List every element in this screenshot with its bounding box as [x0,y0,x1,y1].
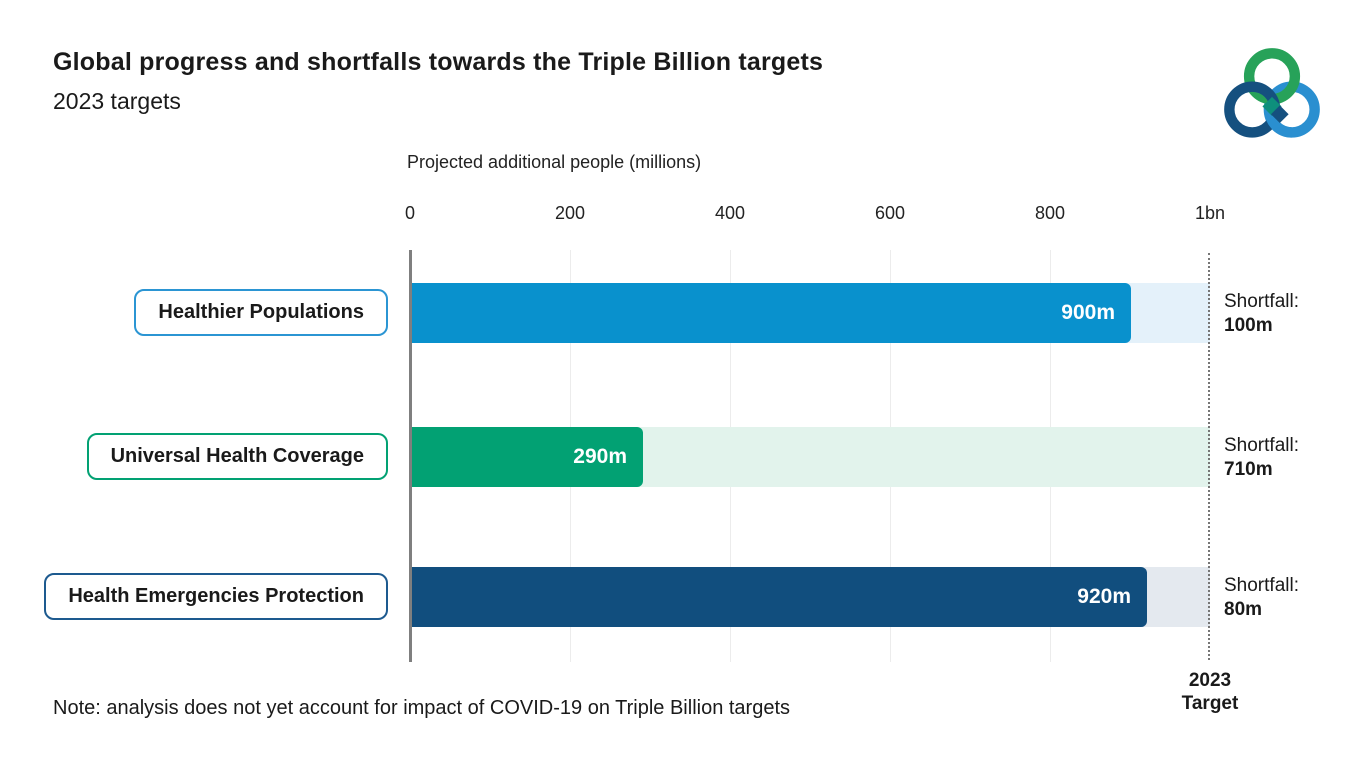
x-tick-600: 600 [874,203,906,223]
category-label-box: Universal Health Coverage [86,433,388,480]
shortfall-value: 100m [1224,315,1273,336]
x-tick-1bn: 1bn [1194,203,1226,223]
shortfall-label: Shortfall: [1224,435,1299,456]
shortfall-value: 710m [1224,459,1273,480]
page-subtitle: 2023 targets [53,88,181,114]
x-axis-title: Projected additional people (millions) [407,152,702,172]
page-title: Global progress and shortfalls towards t… [53,48,824,76]
shortfall-label: Shortfall: [1224,575,1299,596]
shortfall-annotation: Shortfall: 80m [1224,574,1299,622]
category-label: Healthier Populations [158,301,364,323]
category-label: Universal Health Coverage [110,445,364,467]
triple-billion-logo [1224,48,1320,138]
bar-value-label: 920m [1077,585,1131,608]
y-axis-line [409,250,412,662]
x-tick-800: 800 [1034,203,1066,223]
category-label-box: Health Emergencies Protection [44,573,388,620]
bar: 290m [411,427,643,487]
shortfall-value: 80m [1224,599,1263,620]
x-tick-400: 400 [714,203,746,223]
shortfall-annotation: Shortfall: 100m [1224,290,1299,338]
x-tick-200: 200 [554,203,586,223]
x-tick-0: 0 [404,203,416,223]
bar-value-label: 290m [573,445,627,468]
shortfall-annotation: Shortfall: 710m [1224,434,1299,482]
target-dotted-line [1208,253,1210,660]
bar: 900m [411,283,1131,343]
bar: 920m [411,567,1147,627]
target-label: 2023 Target [1181,670,1239,714]
shortfall-label: Shortfall: [1224,291,1299,312]
bar-value-label: 900m [1061,301,1115,324]
category-label-box: Healthier Populations [134,289,388,336]
footnote: Note: analysis does not yet account for … [53,697,791,719]
category-label: Health Emergencies Protection [68,585,364,607]
